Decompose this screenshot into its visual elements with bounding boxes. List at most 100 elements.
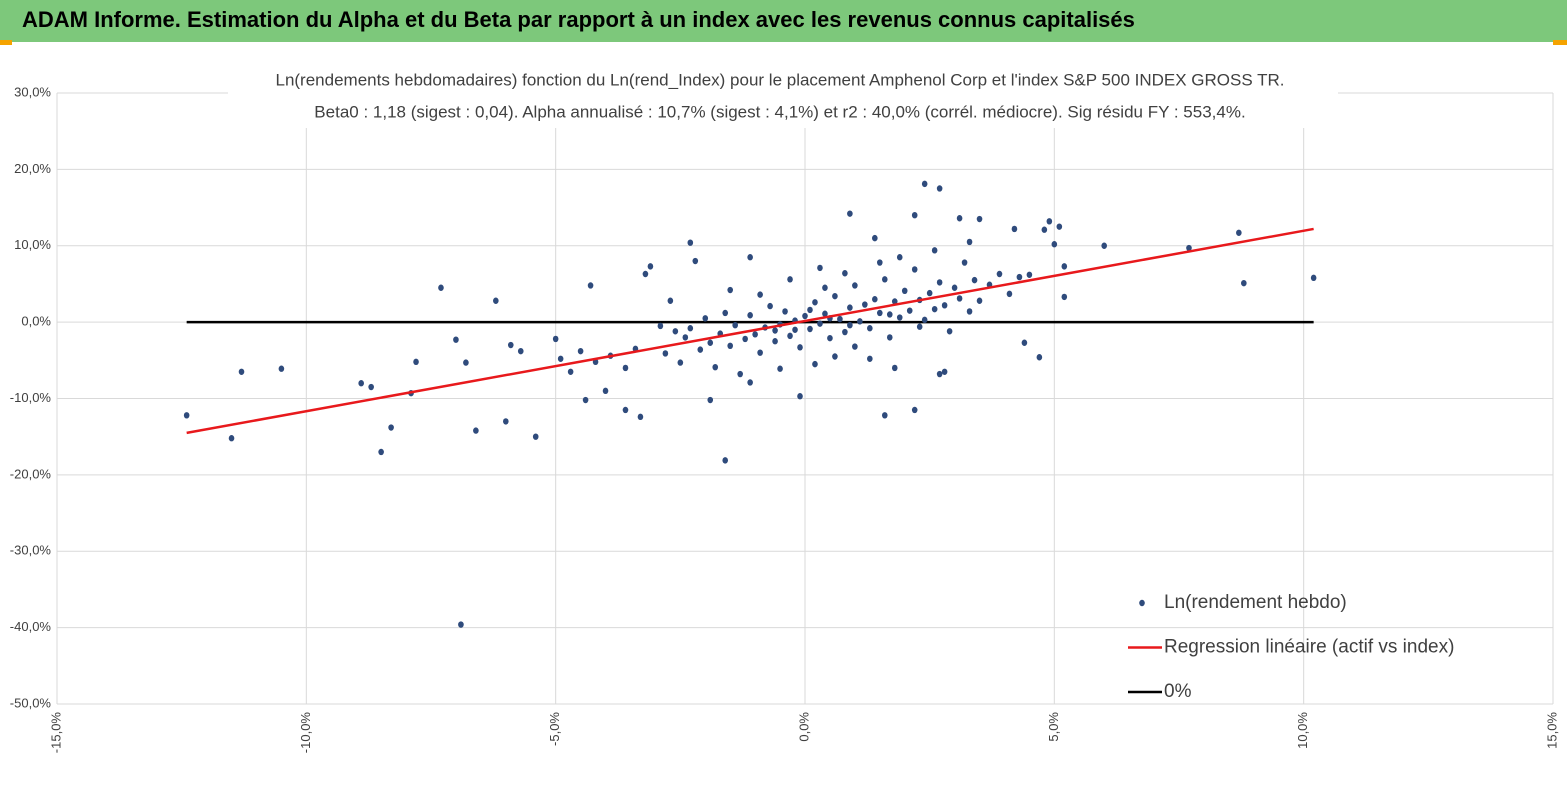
scatter-point <box>587 282 594 289</box>
scatter-point <box>702 315 709 322</box>
scatter-point <box>453 336 459 343</box>
scatter-point <box>921 180 928 188</box>
scatter-point <box>921 316 928 324</box>
scatter-point <box>358 380 364 387</box>
x-tick-label: -10,0% <box>298 712 313 754</box>
scatter-point <box>822 284 828 291</box>
scatter-point <box>647 263 654 270</box>
scatter-point <box>827 334 833 342</box>
scatter-point <box>976 215 983 223</box>
scatter-point <box>692 257 699 265</box>
scatter-point <box>687 239 694 246</box>
header-bar <box>0 0 1567 42</box>
scatter-point <box>622 406 629 414</box>
scatter-point <box>1061 293 1068 301</box>
scatter-point <box>852 282 858 289</box>
scatter-point <box>886 311 893 318</box>
scatter-point <box>832 353 838 360</box>
scatter-point <box>1016 273 1023 281</box>
scatter-point <box>996 270 1003 278</box>
scatter-point <box>747 379 753 386</box>
scatter-point <box>657 322 664 330</box>
scatter-point <box>742 335 748 343</box>
y-tick-label: -50,0% <box>10 695 52 710</box>
x-tick-label: -5,0% <box>547 712 562 746</box>
y-tick-label: 10,0% <box>14 237 51 252</box>
y-tick-label: -10,0% <box>10 390 52 405</box>
title-box <box>228 64 1338 128</box>
scatter-point <box>857 318 863 325</box>
scatter-point <box>797 393 803 400</box>
scatter-point <box>886 334 893 341</box>
scatter-point <box>727 342 733 350</box>
y-tick-label: -30,0% <box>10 543 52 558</box>
scatter-point <box>767 302 773 310</box>
scatter-point <box>707 396 714 404</box>
scatter-point <box>677 359 684 366</box>
scatter-point <box>1101 242 1107 249</box>
scatter-point <box>847 304 853 311</box>
scatter-point <box>896 314 903 321</box>
scatter-point <box>936 279 943 286</box>
scatter-point <box>867 355 873 362</box>
scatter-point <box>1186 244 1192 252</box>
scatter-point <box>881 276 888 283</box>
scatter-point <box>662 350 669 357</box>
scatter-point <box>946 328 953 335</box>
scatter-point <box>757 349 763 356</box>
scatter-point <box>722 457 729 464</box>
x-tick-label: 0,0% <box>796 712 811 742</box>
scatter-point <box>438 284 444 291</box>
scatter-point <box>817 264 823 272</box>
scatter-point <box>976 297 983 304</box>
scatter-point <box>378 448 384 456</box>
plot <box>183 180 1317 628</box>
scatter-point <box>238 368 245 375</box>
scatter-point <box>1056 223 1063 230</box>
scatter-point <box>507 341 514 349</box>
y-tick-label: 20,0% <box>14 161 51 176</box>
scatter-point <box>891 298 898 305</box>
scatter-point <box>757 291 763 298</box>
scatter-point <box>931 305 938 313</box>
scatter-point <box>707 339 714 346</box>
scatter-point <box>787 276 793 283</box>
scatter-point <box>792 326 798 333</box>
scatter-point <box>458 621 464 628</box>
x-tick-label: 10,0% <box>1295 712 1310 749</box>
y-tick-label: 0,0% <box>21 314 51 329</box>
scatter-point <box>901 287 908 295</box>
scatter-point <box>1236 229 1242 236</box>
scatter-point <box>926 289 933 297</box>
header-title: ADAM Informe. Estimation du Alpha et du … <box>22 7 1135 32</box>
scatter-point <box>697 346 704 353</box>
scatter-point <box>737 370 743 378</box>
scatter-point <box>727 286 733 294</box>
legend-label: Ln(rendement hebdo) <box>1164 592 1347 613</box>
chart-title: Ln(rendements hebdomadaires) fonction du… <box>275 70 1284 89</box>
scatter-point <box>931 247 938 254</box>
scatter-point <box>1061 263 1068 270</box>
series-line <box>186 227 1314 435</box>
scatter-point <box>517 347 524 355</box>
scatter-point <box>772 338 778 345</box>
scatter-point <box>1310 274 1317 282</box>
scatter-point <box>971 276 978 284</box>
scatter-point <box>682 334 689 341</box>
scatter-point <box>1021 339 1028 346</box>
scatter-point <box>722 309 729 317</box>
legend-label: 0% <box>1164 681 1192 702</box>
scatter-point <box>807 325 813 333</box>
scatter-point <box>687 325 694 332</box>
scatter-point <box>1006 290 1013 298</box>
scatter-point <box>812 299 818 306</box>
scatter-point <box>503 418 509 425</box>
scatter-point <box>802 312 808 320</box>
scatter-point <box>842 328 848 336</box>
scatter-point <box>747 312 753 319</box>
scatter-point <box>777 365 783 372</box>
scatter-point <box>567 368 574 375</box>
x-tick-label: 15,0% <box>1544 712 1559 749</box>
grid: -50,0% -40,0% -30,0% -20,0% -10,0% 0,0% 10,0% 2… <box>10 84 1560 753</box>
